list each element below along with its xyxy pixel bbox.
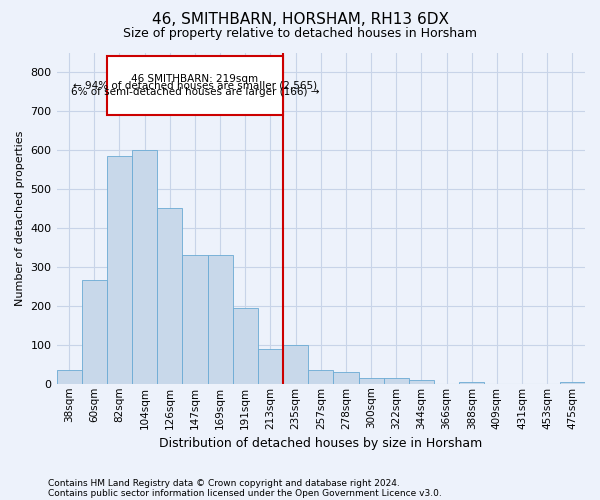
Bar xyxy=(334,372,359,384)
Text: 46, SMITHBARN, HORSHAM, RH13 6DX: 46, SMITHBARN, HORSHAM, RH13 6DX xyxy=(151,12,449,28)
Y-axis label: Number of detached properties: Number of detached properties xyxy=(15,130,25,306)
Text: Contains HM Land Registry data © Crown copyright and database right 2024.: Contains HM Land Registry data © Crown c… xyxy=(48,478,400,488)
Bar xyxy=(359,378,383,384)
Bar xyxy=(56,370,82,384)
Bar xyxy=(208,255,233,384)
Bar xyxy=(132,150,157,384)
Text: ← 94% of detached houses are smaller (2,565): ← 94% of detached houses are smaller (2,… xyxy=(73,80,317,90)
FancyBboxPatch shape xyxy=(107,56,283,115)
Bar xyxy=(560,382,585,384)
Bar xyxy=(283,345,308,384)
Bar xyxy=(157,208,182,384)
Bar xyxy=(233,308,258,384)
Bar xyxy=(409,380,434,384)
Text: 6% of semi-detached houses are larger (166) →: 6% of semi-detached houses are larger (1… xyxy=(71,88,319,98)
Text: 46 SMITHBARN: 219sqm: 46 SMITHBARN: 219sqm xyxy=(131,74,259,84)
Bar xyxy=(308,370,334,384)
X-axis label: Distribution of detached houses by size in Horsham: Distribution of detached houses by size … xyxy=(159,437,482,450)
Bar xyxy=(459,382,484,384)
Bar xyxy=(182,255,208,384)
Bar xyxy=(82,280,107,384)
Text: Size of property relative to detached houses in Horsham: Size of property relative to detached ho… xyxy=(123,28,477,40)
Text: Contains public sector information licensed under the Open Government Licence v3: Contains public sector information licen… xyxy=(48,488,442,498)
Bar xyxy=(383,378,409,384)
Bar xyxy=(107,156,132,384)
Bar xyxy=(258,348,283,384)
